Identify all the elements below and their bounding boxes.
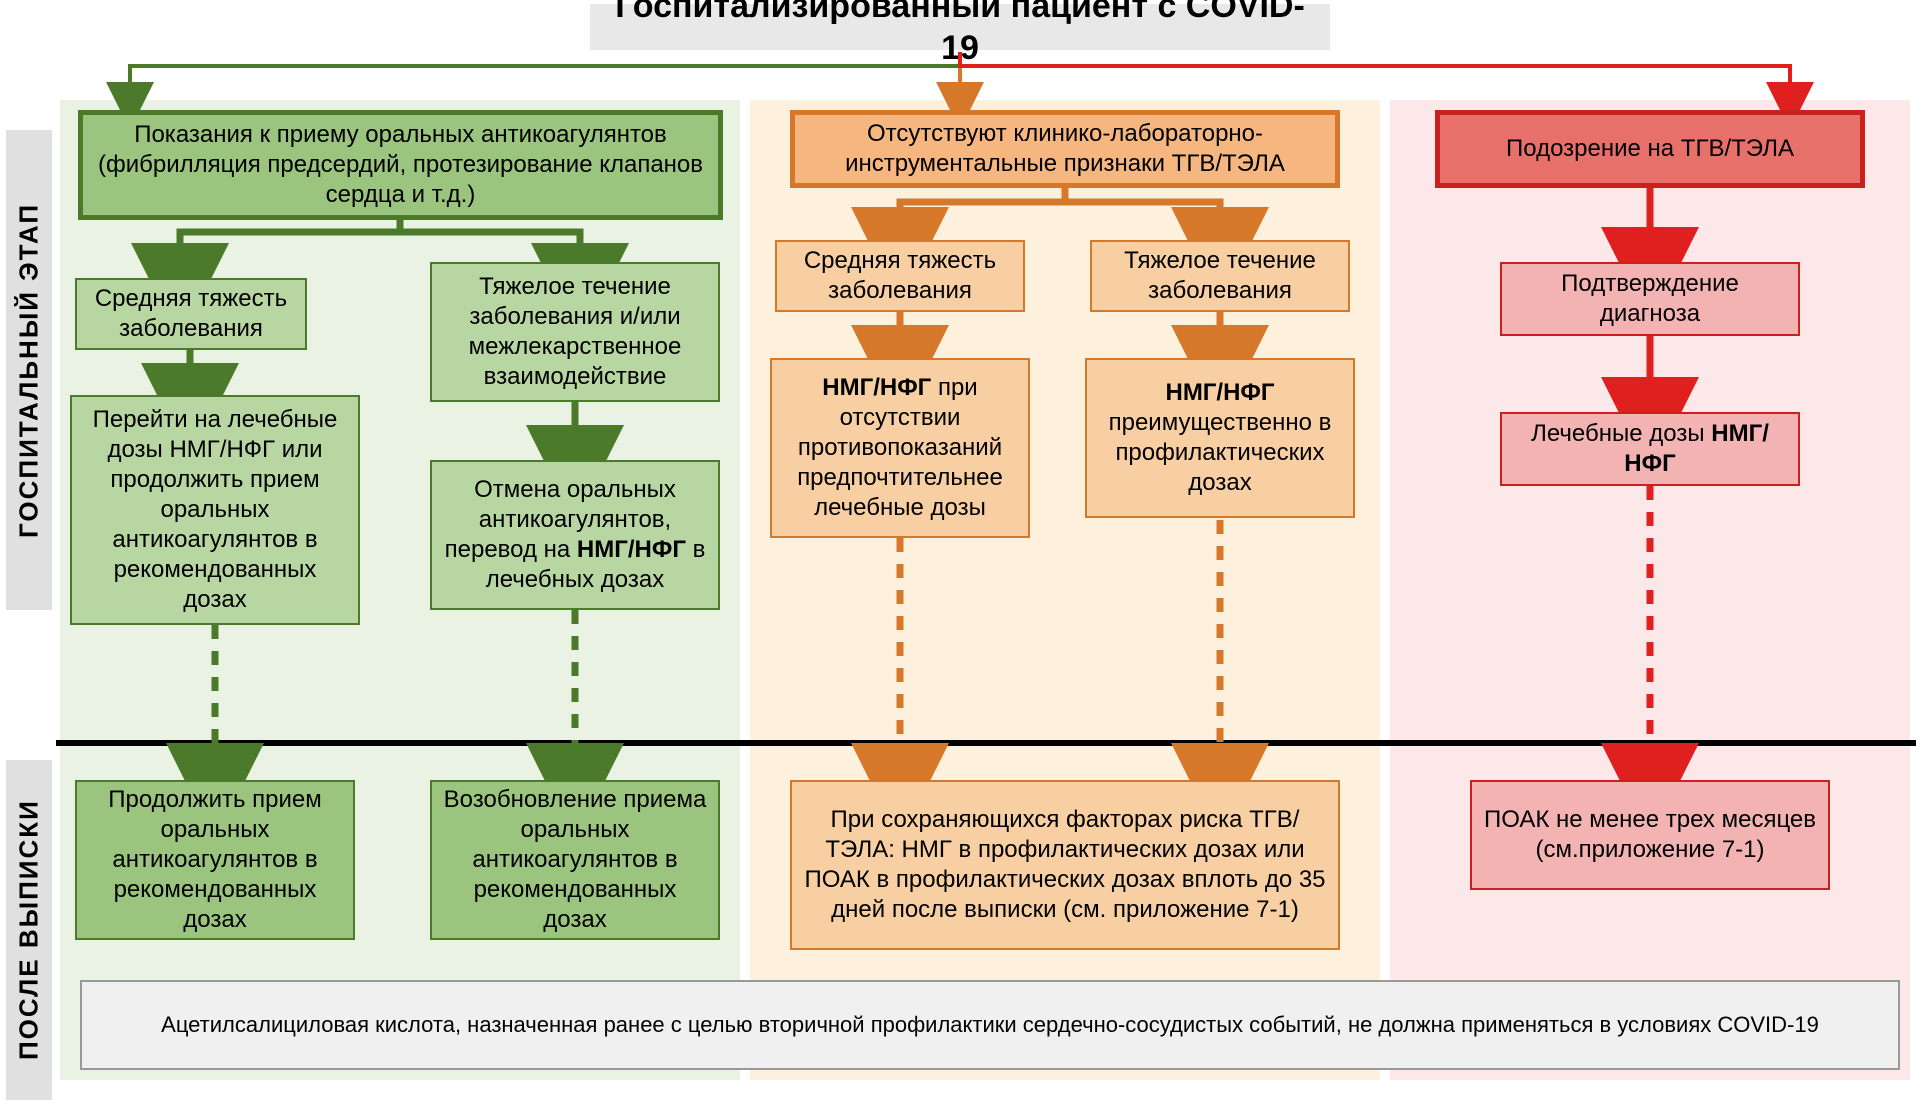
side-label-hospital: ГОСПИТАЛЬНЫЙ ЭТАП	[6, 130, 52, 610]
green-dashed	[60, 610, 740, 780]
red-b2: Лечебные дозы НМГ/НФГ	[1500, 412, 1800, 486]
green-b4: Отмена оральных антикоагулянтов, перевод…	[430, 460, 720, 610]
red-b1: Подтверждение диагноза	[1500, 262, 1800, 336]
green-arrows-3	[430, 402, 720, 462]
orange-arrows-2	[750, 312, 1380, 362]
title-box: Госпитализированный пациент с COVID-19	[590, 4, 1330, 50]
green-b3: Перейти на лечебные дозы НМГ/НФГ или про…	[70, 395, 360, 625]
orange-dashed	[750, 520, 1380, 780]
side-label-discharge: ПОСЛЕ ВЫПИСКИ	[6, 760, 52, 1100]
orange-b1: Средняя тяжесть заболевания	[775, 240, 1025, 312]
green-b1: Средняя тяжесть заболевания	[75, 278, 307, 350]
green-d1: Продолжить прием оральных антикоагулянто…	[75, 780, 355, 940]
title-text: Госпитализированный пациент с COVID-19	[600, 0, 1320, 70]
orange-b2: Тяжелое течение заболевания	[1090, 240, 1350, 312]
footer-note: Ацетилсалициловая кислота, назначенная р…	[80, 980, 1900, 1070]
red-d1: ПОАК не менее трех месяцев (см.приложени…	[1470, 780, 1830, 890]
orange-b3: НМГ/НФГ при отсутствии противопоказаний …	[770, 358, 1030, 538]
green-b2: Тяжелое течение заболевания и/или межлек…	[430, 262, 720, 402]
orange-d1: При сохраняющихся факторах риска ТГВ/ТЭЛ…	[790, 780, 1340, 950]
orange-arrows-1	[750, 188, 1380, 243]
green-d2: Возобновление приема оральных антикоагул…	[430, 780, 720, 940]
orange-b4: НМГ/НФГ преимущественно в профилактическ…	[1085, 358, 1355, 518]
green-arrows-2	[60, 350, 300, 400]
orange-header: Отсутствуют клинико-лабораторно-инструме…	[790, 110, 1340, 188]
red-header: Подозрение на ТГВ/ТЭЛА	[1435, 110, 1865, 188]
green-header: Показания к приему оральных антикоагулян…	[78, 110, 723, 220]
